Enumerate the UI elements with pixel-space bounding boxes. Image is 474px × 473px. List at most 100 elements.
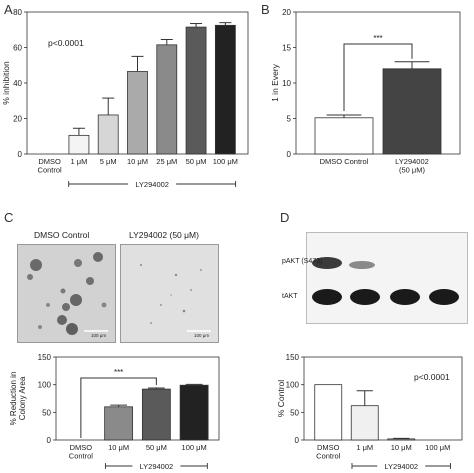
y-tick-label: 100 (286, 381, 300, 390)
colony-photo-control: 100 μm (17, 244, 116, 343)
y-tick-label: 10 (282, 79, 291, 88)
y-axis-label: % inhibition (1, 61, 11, 105)
p-value-annotation: p<0.0001 (414, 372, 450, 382)
colony (38, 325, 42, 329)
colony (170, 294, 172, 296)
takt-band (429, 289, 459, 305)
significance-bracket (343, 43, 413, 111)
plot-frame (55, 356, 220, 441)
significance-stars: *** (114, 368, 123, 377)
group-label-bg (132, 461, 181, 471)
y-axis-label: 1 in Every (270, 63, 280, 102)
y-tick-label: 80 (13, 8, 22, 17)
y-tick-label: 20 (282, 8, 291, 17)
category-label: DMSO Control (320, 157, 369, 166)
colony (93, 252, 103, 262)
y-tick-label: 20 (13, 115, 22, 124)
colony (27, 274, 33, 280)
category-label: 10 μM (108, 443, 129, 452)
y-tick-label: 15 (282, 44, 291, 53)
category-label: 100 μM (213, 157, 238, 166)
colony (140, 264, 142, 266)
category-label: 100 μM (182, 443, 207, 452)
group-label-bg (128, 179, 177, 189)
blot-label-pakt: pAKT (S473) (282, 258, 323, 265)
takt-band (312, 289, 342, 305)
category-label: 100 μM (425, 443, 450, 452)
y-tick-label: 50 (290, 408, 299, 417)
y-tick-label: 40 (13, 79, 22, 88)
bar (350, 405, 379, 441)
panel-letter-c: C (4, 210, 14, 225)
bar (387, 438, 416, 441)
group-label: LY294002 (384, 462, 418, 471)
plot-frame (26, 11, 249, 155)
bar (214, 24, 236, 155)
scale-bar-label: 100 μm (91, 333, 106, 338)
category-label: 10 μM (391, 443, 412, 452)
y-tick-label: 150 (286, 353, 300, 362)
group-label: LY294002 (135, 180, 169, 189)
colony (66, 323, 78, 335)
category-label: LY294002 (50 μM) (395, 157, 429, 175)
y-tick-label: 0 (47, 436, 52, 445)
pakt-band (349, 261, 375, 269)
western-blot-bands (312, 257, 459, 305)
bar (68, 134, 90, 155)
category-label: 1 μM (71, 157, 88, 166)
chart-c: % Reduction inColony Area (9, 356, 220, 471)
colony (160, 304, 162, 306)
colony-photo-treated-content: 100 μm (140, 264, 211, 338)
y-axis-label: % Reduction inColony Area (9, 372, 27, 426)
takt-band (390, 289, 420, 305)
y-tick-label: 100 (38, 381, 52, 390)
category-label: 50 μM (186, 157, 207, 166)
western-blot (306, 232, 468, 324)
colony (150, 322, 152, 324)
bar (97, 114, 119, 155)
significance-bracket (80, 377, 157, 438)
chart-a: % inhibition (1, 11, 249, 189)
colony (62, 303, 70, 311)
y-tick-label: 150 (38, 353, 52, 362)
colony (174, 273, 178, 277)
category-label: DMSO Control (316, 443, 341, 461)
colony-photo-control-content: 100 μm (27, 252, 108, 338)
category-label: DMSO Control (69, 443, 94, 461)
y-tick-label: 0 (287, 150, 292, 159)
y-tick-label: 5 (287, 115, 292, 124)
bar (314, 117, 374, 155)
y-tick-label: 0 (295, 436, 300, 445)
plot-frame (303, 356, 463, 441)
category-label: 50 μM (146, 443, 167, 452)
category-label: 10 μM (127, 157, 148, 166)
colony-photo-treated: 100 μm (120, 244, 219, 343)
chart-d: % Control (276, 356, 463, 471)
p-value-annotation: p<0.0001 (48, 38, 84, 48)
y-tick-label: 60 (13, 44, 22, 53)
panel-letter-d: D (280, 210, 290, 225)
colony (30, 259, 42, 271)
group-label-bg (377, 461, 426, 471)
bar (141, 388, 171, 441)
colony (190, 289, 192, 291)
colony (200, 269, 202, 271)
colony (46, 303, 50, 307)
bar (104, 406, 134, 441)
colony (57, 315, 67, 325)
colony (60, 288, 66, 294)
panel-letter-a: A (4, 2, 13, 17)
y-tick-label: 50 (42, 408, 51, 417)
bar (127, 71, 148, 155)
photo-label-control: DMSO Control (34, 230, 90, 240)
category-label: 25 μM (156, 157, 177, 166)
photo-label-treated: LY294002 (50 μM) (129, 230, 199, 240)
bar (156, 44, 178, 155)
group-label: LY294002 (140, 462, 174, 471)
colony (74, 259, 82, 267)
blot-label-takt: tAKT (282, 293, 298, 300)
scale-bar-label: 100 μm (194, 333, 209, 338)
bar (382, 68, 442, 155)
y-axis-label: % Control (276, 380, 286, 417)
bar (179, 384, 209, 441)
